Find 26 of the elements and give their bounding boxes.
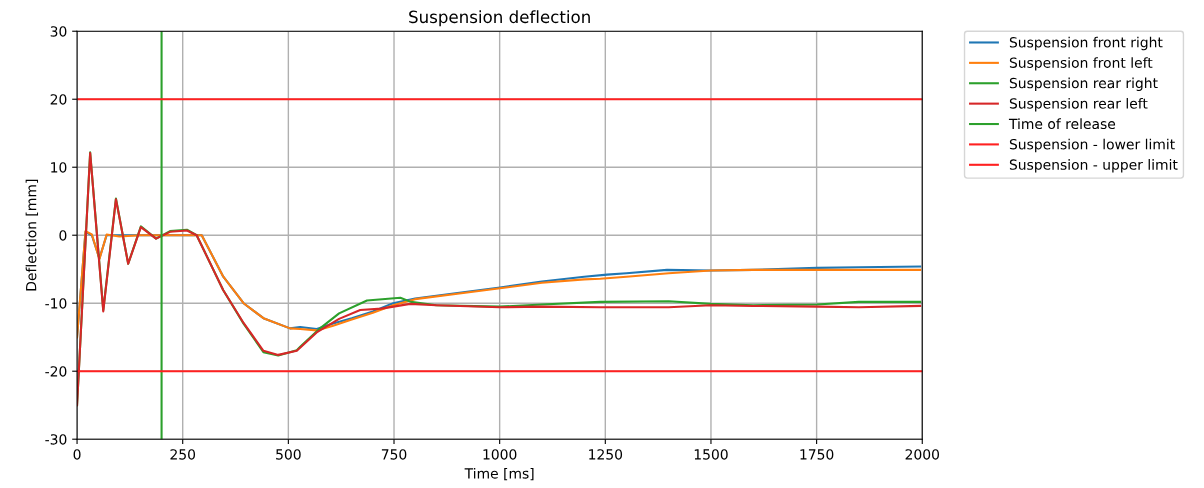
legend-label: Suspension front left [1009, 57, 1153, 71]
y-tick-label: -10 [45, 298, 67, 309]
y-axis-title: Deflection [mm] [25, 179, 39, 291]
x-tick-label: 0 [73, 449, 81, 460]
x-tick-label: 2000 [905, 449, 940, 460]
x-tick-label: 1000 [483, 449, 517, 460]
x-tick-label: 1250 [589, 449, 623, 460]
y-tick-label: 0 [59, 230, 67, 241]
x-tick-label: 250 [170, 449, 196, 460]
x-axis-title: Time [ms] [464, 467, 534, 481]
chart-title: Suspension deflection [409, 10, 590, 27]
y-tick-label: 30 [50, 26, 67, 37]
legend-label: Suspension - upper limit [1009, 159, 1178, 173]
legend-label: Suspension - lower limit [1009, 138, 1175, 153]
x-tick-label: 1500 [694, 449, 728, 460]
legend-label: Suspension rear left [1009, 97, 1148, 112]
y-tick-label: 20 [50, 94, 67, 105]
legend-label: Suspension front right [1009, 36, 1163, 51]
x-tick-label: 1750 [800, 449, 834, 460]
legend-label: Suspension rear right [1009, 77, 1158, 91]
legend-label: Time of release [1008, 118, 1116, 130]
y-tick-label: -20 [45, 366, 67, 377]
y-tick-label: 10 [51, 162, 67, 173]
x-tick-label: 500 [276, 449, 301, 460]
y-tick-label: -30 [45, 434, 67, 445]
x-tick-label: 750 [381, 449, 407, 460]
